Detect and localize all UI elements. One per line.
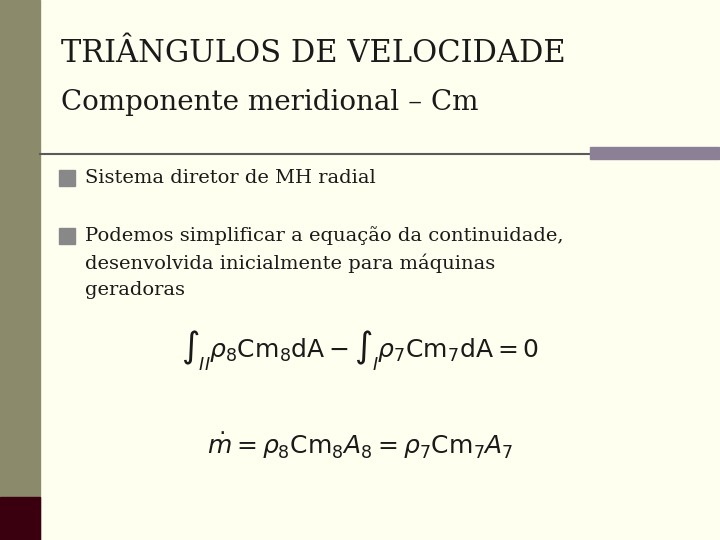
- Text: Componente meridional – Cm: Componente meridional – Cm: [61, 89, 479, 116]
- Text: desenvolvida inicialmente para máquinas: desenvolvida inicialmente para máquinas: [85, 253, 495, 273]
- Text: Podemos simplificar a equação da continuidade,: Podemos simplificar a equação da continu…: [85, 226, 564, 246]
- Bar: [59, 228, 75, 244]
- Text: Sistema diretor de MH radial: Sistema diretor de MH radial: [85, 169, 376, 187]
- Bar: [0, 497, 40, 540]
- Text: geradoras: geradoras: [85, 281, 185, 299]
- Bar: [59, 170, 75, 186]
- Text: TRIÂNGULOS DE VELOCIDADE: TRIÂNGULOS DE VELOCIDADE: [61, 38, 566, 69]
- Bar: [590, 147, 719, 159]
- Text: $\int_{II} \rho_8 \mathrm{Cm}_8 \mathrm{dA} - \int_{I} \rho_7 \mathrm{Cm}_7 \mat: $\int_{II} \rho_8 \mathrm{Cm}_8 \mathrm{…: [181, 329, 539, 373]
- Text: $\dot{m} = \rho_8 \mathrm{Cm}_8 A_8 = \rho_7 \mathrm{Cm}_7 A_7$: $\dot{m} = \rho_8 \mathrm{Cm}_8 A_8 = \r…: [207, 430, 513, 461]
- Bar: [0, 0, 40, 540]
